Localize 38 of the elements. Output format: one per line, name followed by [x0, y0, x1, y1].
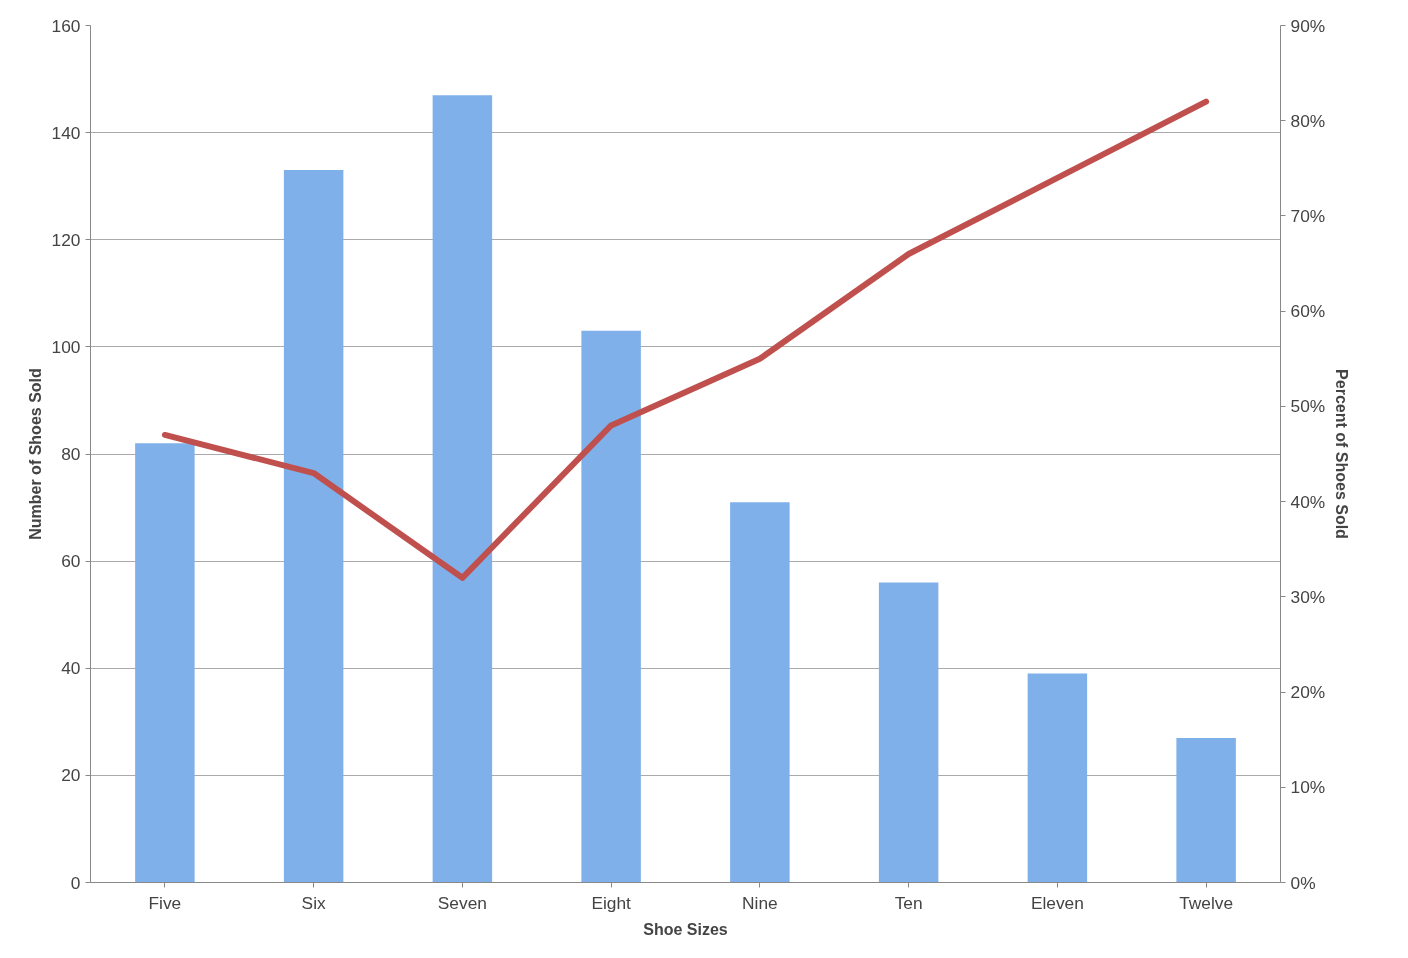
y-tick-label: 40 — [61, 658, 81, 679]
x-axis-title: Shoe Sizes — [643, 920, 728, 938]
x-tick-label: Six — [301, 892, 326, 913]
bar — [1176, 737, 1236, 883]
x-tick-label: Eight — [591, 892, 632, 913]
y2-tick-label: 0% — [1290, 872, 1316, 893]
y2-tick-label: 50% — [1290, 396, 1326, 417]
y-tick-label: 80 — [61, 444, 81, 464]
y2-tick-label: 40% — [1290, 491, 1326, 512]
y2-tick-label: 60% — [1290, 301, 1326, 322]
x-tick-label: Nine — [742, 892, 778, 913]
y2-tick-label: 80% — [1290, 110, 1326, 131]
y-tick-label: 0 — [70, 872, 81, 893]
bar — [581, 330, 641, 883]
y-tick-label: 60 — [61, 551, 81, 572]
y2-tick-label: 30% — [1290, 586, 1326, 607]
y2-tick-label: 10% — [1290, 777, 1326, 798]
y-tick-label: 100 — [51, 336, 81, 357]
y-tick-label: 140 — [51, 122, 81, 143]
bar — [432, 95, 493, 883]
y-axis-title: Number of Shoes Sold — [26, 368, 44, 540]
x-tick-label: Eleven — [1030, 892, 1084, 913]
y2-axis-title: Percent of Shoes Sold — [1333, 369, 1351, 539]
bar — [878, 582, 939, 883]
y-tick-label: 160 — [51, 15, 81, 36]
bar — [1027, 673, 1088, 883]
x-tick-label: Twelve — [1179, 892, 1234, 913]
x-tick-label: Seven — [437, 892, 487, 913]
x-tick-label: Five — [148, 892, 182, 913]
y-tick-label: 20 — [61, 765, 81, 786]
x-tick-label: Ten — [894, 892, 923, 913]
bar — [730, 502, 790, 883]
y2-tick-label: 90% — [1290, 15, 1326, 36]
y-tick-label: 120 — [51, 229, 81, 250]
y2-tick-label: 70% — [1290, 205, 1326, 226]
bar — [283, 170, 344, 883]
bar — [135, 443, 195, 883]
y2-tick-label: 20% — [1290, 682, 1326, 703]
